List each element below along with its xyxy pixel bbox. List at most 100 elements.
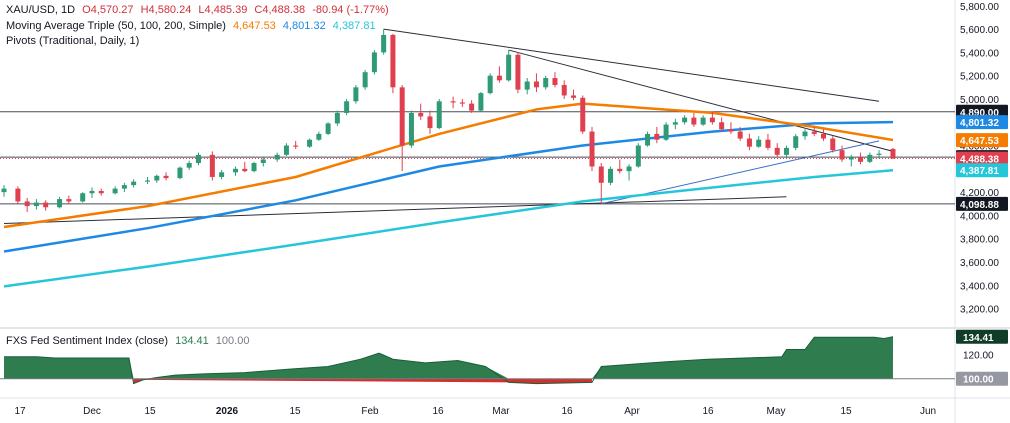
price-badge-label: 4,098.88 [960, 200, 999, 211]
candle-body [89, 190, 95, 194]
candle-body [821, 133, 827, 139]
trendline [3, 196, 787, 225]
trendline [383, 28, 880, 102]
candle-body [163, 175, 169, 179]
candle-body [635, 145, 641, 167]
price-tick-label: 5,600.00 [960, 25, 999, 36]
candle-body [774, 147, 780, 155]
candle-body [436, 101, 442, 129]
candle-body [418, 112, 424, 117]
ma200-line [3, 168, 894, 288]
candle-body [506, 54, 512, 81]
candle-body [608, 168, 614, 183]
price-tick-label: 4,200.00 [960, 188, 999, 199]
candle-body [131, 181, 137, 186]
sentiment-label: FXS Fed Sentiment Index (close) [6, 335, 169, 347]
sentiment-negative-area [133, 378, 593, 384]
time-tick-label: 15 [840, 406, 852, 417]
candle-body [478, 93, 484, 111]
candle-body [783, 147, 789, 155]
candle-body [728, 129, 734, 132]
candle-body [390, 34, 396, 88]
time-tick-label: 16 [702, 406, 714, 417]
sentiment-reference-badge [956, 371, 1008, 386]
price-badge-label: 4,801.32 [960, 118, 999, 129]
candle-body [293, 145, 299, 147]
sentiment-tick-label: 120.00 [963, 350, 994, 361]
low-value: L4,485.39 [198, 4, 248, 16]
candle-body [580, 97, 586, 132]
candle-body [1, 188, 7, 193]
time-tick-label: May [767, 406, 786, 417]
candle-body [15, 188, 21, 202]
trendline [508, 49, 894, 152]
candle-body [617, 168, 623, 172]
candle-body [487, 75, 493, 94]
candle-body [98, 190, 104, 194]
price-badge-label: 4,387.81 [960, 166, 999, 177]
candle-body [802, 131, 808, 137]
price-tick-label: 5,400.00 [960, 48, 999, 59]
candle-body [858, 157, 864, 162]
candle-body [589, 131, 595, 167]
price-badge [956, 151, 1008, 166]
candle-body [561, 84, 567, 96]
candle-body [570, 95, 576, 98]
candle-body [260, 159, 266, 163]
price-badge-label: 4,890.00 [960, 108, 999, 119]
candle-body [344, 101, 350, 113]
candle-body [663, 124, 669, 140]
price-tick-label: 3,800.00 [960, 235, 999, 246]
sentiment-value-badge-label: 134.41 [963, 333, 994, 344]
candle-body [154, 175, 160, 181]
price-tick-label: 5,000.00 [960, 95, 999, 106]
candle-body [251, 163, 257, 172]
candle-body [427, 116, 433, 129]
candle-body [334, 112, 340, 124]
price-tick-label: 3,600.00 [960, 258, 999, 269]
candle-body [533, 81, 539, 88]
candle-body [672, 122, 678, 125]
candle-body [543, 78, 549, 88]
price-tick-label: 3,200.00 [960, 305, 999, 316]
change-value: -80.94 (-1.77%) [312, 4, 389, 16]
candle-body [24, 201, 30, 207]
candle-body [353, 87, 359, 102]
candle-body [112, 188, 118, 194]
candle-body [307, 139, 313, 147]
price-tick-label: 5,800.00 [960, 2, 999, 13]
sentiment-reference-badge-label: 100.00 [963, 375, 994, 386]
ma-label: Moving Average Triple (50, 100, 200, Sim… [6, 20, 226, 32]
candle-body [408, 112, 414, 146]
candle-body [381, 34, 387, 53]
candle-body [682, 117, 688, 123]
candle-body [66, 199, 72, 202]
candle-body [811, 131, 817, 134]
time-tick-label: Dec [83, 406, 101, 417]
candle-body [719, 122, 725, 130]
candle-body [274, 154, 280, 160]
candle-body [219, 172, 225, 177]
candle-body [654, 133, 660, 140]
candle-body [645, 133, 651, 146]
ma100-value: 4,801.32 [282, 20, 326, 32]
pivots-legend[interactable]: Pivots (Traditional, Daily, 1) [6, 35, 143, 48]
candle-body [691, 117, 697, 125]
candle-body [700, 117, 706, 125]
price-badge [956, 163, 1008, 178]
sentiment-legend[interactable]: FXS Fed Sentiment Index (close) 134.41 1… [6, 335, 253, 348]
candle-body [362, 72, 368, 88]
price-badge-label: 4,488.38 [960, 155, 999, 166]
high-value: H4,580.24 [140, 4, 192, 16]
sentiment-area [4, 336, 893, 379]
ma50-line [3, 102, 894, 229]
candle-body [598, 166, 604, 183]
candle-body [121, 185, 127, 189]
price-badge [956, 115, 1008, 130]
sentiment-value-badge [956, 329, 1008, 344]
open-value: O4,570.27 [82, 4, 134, 16]
candle-body [552, 78, 558, 85]
ma50-value: 4,647.53 [232, 20, 276, 32]
ma-legend[interactable]: Moving Average Triple (50, 100, 200, Sim… [6, 20, 380, 33]
